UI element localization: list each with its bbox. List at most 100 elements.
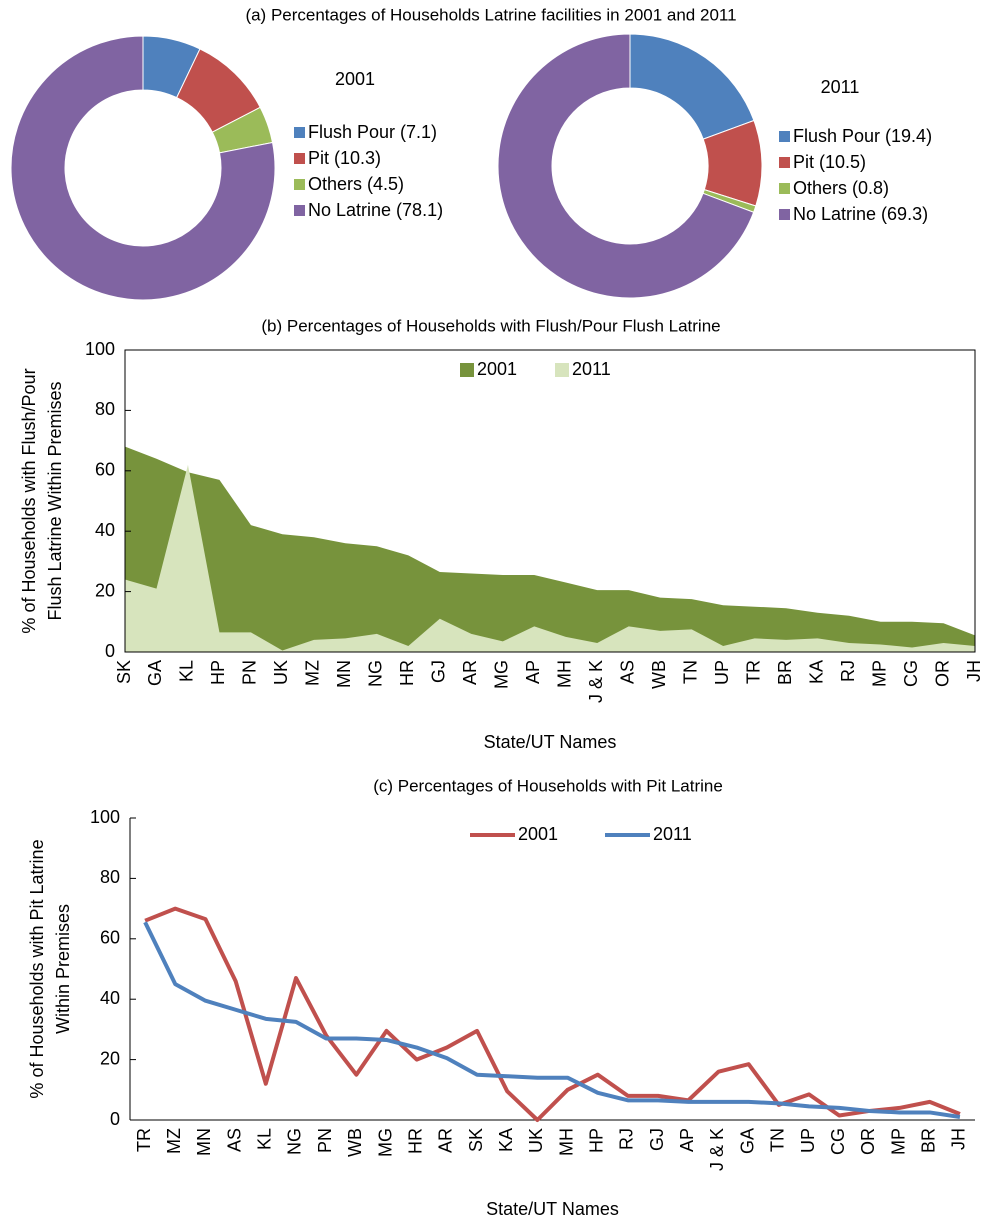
legend-label: Pit (10.5) bbox=[793, 152, 866, 172]
chart-title: (c) Percentages of Households with Pit L… bbox=[373, 776, 723, 795]
x-tick-label: UP bbox=[712, 660, 732, 685]
y-tick-label: 40 bbox=[100, 988, 120, 1008]
x-tick-label: J & K bbox=[707, 1128, 727, 1171]
donut-slice bbox=[10, 35, 276, 301]
legend-label: No Latrine (69.3) bbox=[793, 204, 928, 224]
donut-slice bbox=[497, 33, 755, 299]
x-tick-label: UK bbox=[271, 660, 291, 685]
x-tick-label: KL bbox=[177, 660, 197, 682]
y-tick-label: 80 bbox=[100, 867, 120, 887]
x-tick-label: AP bbox=[523, 660, 543, 684]
x-tick-label: GJ bbox=[429, 660, 449, 683]
x-tick-label: JH bbox=[964, 660, 983, 682]
x-tick-label: GJ bbox=[647, 1128, 667, 1151]
legend-label: 2011 bbox=[572, 359, 611, 379]
pie-label: 2011 bbox=[821, 77, 860, 97]
x-tick-label: MH bbox=[556, 1128, 576, 1156]
x-tick-label: GA bbox=[737, 1128, 757, 1154]
y-axis-label: % of Households with Pit Latrine bbox=[27, 839, 47, 1098]
x-tick-label: GA bbox=[145, 660, 165, 686]
x-tick-label: PN bbox=[240, 660, 260, 685]
x-tick-label: HP bbox=[587, 1128, 607, 1153]
x-tick-label: RJ bbox=[838, 660, 858, 682]
x-tick-label: AS bbox=[617, 660, 637, 684]
x-tick-label: HR bbox=[405, 1128, 425, 1154]
x-axis-label: State/UT Names bbox=[486, 1199, 619, 1219]
x-tick-label: PN bbox=[315, 1128, 335, 1153]
legend-label: Others (0.8) bbox=[793, 178, 889, 198]
legend-swatch bbox=[294, 179, 305, 190]
y-tick-label: 20 bbox=[95, 580, 115, 600]
x-tick-label: SK bbox=[114, 660, 134, 684]
x-tick-label: MG bbox=[492, 660, 512, 689]
y-axis-label: Flush Latrine Within Premises bbox=[45, 381, 65, 620]
x-tick-label: NG bbox=[285, 1128, 305, 1155]
legend-label: 2001 bbox=[477, 359, 517, 379]
legend-swatch bbox=[779, 209, 790, 220]
legend-label: Pit (10.3) bbox=[308, 148, 381, 168]
x-tick-label: OR bbox=[932, 660, 952, 687]
donut-slice bbox=[629, 33, 755, 140]
area bbox=[125, 446, 975, 652]
x-tick-label: AR bbox=[460, 660, 480, 685]
x-tick-label: NG bbox=[366, 660, 386, 687]
x-tick-label: MN bbox=[194, 1128, 214, 1156]
x-tick-label: TR bbox=[743, 660, 763, 684]
y-tick-label: 0 bbox=[105, 641, 115, 661]
x-axis-label: State/UT Names bbox=[484, 732, 617, 752]
legend-swatch bbox=[294, 127, 305, 138]
x-tick-label: HP bbox=[208, 660, 228, 685]
chart-title: (a) Percentages of Households Latrine fa… bbox=[245, 5, 736, 24]
x-tick-label: JH bbox=[949, 1128, 969, 1150]
x-tick-label: MZ bbox=[303, 660, 323, 686]
x-tick-label: J & K bbox=[586, 660, 606, 703]
y-axis-label: % of Households with Flush/Pour bbox=[19, 368, 39, 633]
y-tick-label: 100 bbox=[85, 339, 115, 359]
x-tick-label: KL bbox=[255, 1128, 275, 1150]
y-tick-label: 0 bbox=[110, 1109, 120, 1129]
x-tick-label: HR bbox=[397, 660, 417, 686]
x-tick-label: MP bbox=[888, 1128, 908, 1155]
legend-label: Flush Pour (7.1) bbox=[308, 122, 437, 142]
x-tick-label: UK bbox=[526, 1128, 546, 1153]
chart-title: (b) Percentages of Households with Flush… bbox=[261, 316, 720, 335]
x-tick-label: MZ bbox=[164, 1128, 184, 1154]
legend-swatch bbox=[294, 153, 305, 164]
x-tick-label: BR bbox=[918, 1128, 938, 1153]
legend-label: Flush Pour (19.4) bbox=[793, 126, 932, 146]
y-tick-label: 100 bbox=[90, 807, 120, 827]
x-tick-label: AS bbox=[224, 1128, 244, 1152]
y-axis-label: Within Premises bbox=[53, 904, 73, 1034]
legend-swatch bbox=[779, 131, 790, 142]
x-tick-label: MH bbox=[554, 660, 574, 688]
y-tick-label: 20 bbox=[100, 1048, 120, 1068]
legend-swatch bbox=[779, 183, 790, 194]
x-tick-label: CG bbox=[901, 660, 921, 687]
x-tick-label: MN bbox=[334, 660, 354, 688]
x-tick-label: BR bbox=[775, 660, 795, 685]
pie-label: 2001 bbox=[335, 69, 375, 89]
x-tick-label: CG bbox=[828, 1128, 848, 1155]
x-tick-label: TN bbox=[680, 660, 700, 684]
x-tick-label: KA bbox=[806, 660, 826, 684]
x-tick-label: TR bbox=[134, 1128, 154, 1152]
line bbox=[144, 906, 961, 1122]
x-tick-label: WB bbox=[649, 660, 669, 689]
x-tick-label: UP bbox=[798, 1128, 818, 1153]
area bbox=[125, 464, 975, 652]
legend-swatch bbox=[779, 157, 790, 168]
line bbox=[143, 921, 961, 1119]
legend-swatch bbox=[555, 363, 569, 377]
x-tick-label: KA bbox=[496, 1128, 516, 1152]
legend-label: No Latrine (78.1) bbox=[308, 200, 443, 220]
x-tick-label: TN bbox=[768, 1128, 788, 1152]
legend-label: Others (4.5) bbox=[308, 174, 404, 194]
y-tick-label: 40 bbox=[95, 520, 115, 540]
x-tick-label: OR bbox=[858, 1128, 878, 1155]
y-tick-label: 80 bbox=[95, 399, 115, 419]
x-tick-label: MG bbox=[375, 1128, 395, 1157]
plot-frame bbox=[124, 349, 976, 653]
legend-swatch bbox=[294, 205, 305, 216]
x-tick-label: MP bbox=[869, 660, 889, 687]
